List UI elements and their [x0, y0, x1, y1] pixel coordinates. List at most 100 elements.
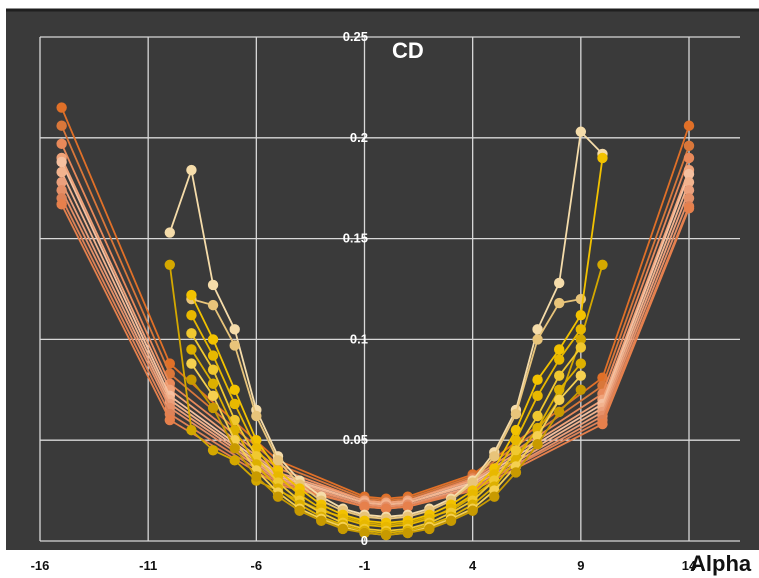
data-point [683, 203, 695, 214]
data-point [683, 168, 695, 180]
data-point [532, 324, 543, 335]
data-point [229, 398, 240, 410]
data-point [207, 402, 219, 414]
data-point [467, 477, 478, 488]
data-point [575, 324, 587, 335]
data-point [683, 152, 695, 164]
data-point [683, 140, 695, 152]
data-point [683, 193, 695, 204]
data-point [272, 491, 284, 502]
data-point [597, 259, 608, 271]
data-point [294, 505, 305, 516]
y-tick-labels: 0 0.05 0.1 0.15 0.2 0.25 [343, 29, 368, 548]
x-tick-labels: -16 -11 -6 -1 4 9 14 [31, 558, 697, 573]
data-point [186, 344, 197, 355]
y-tick-label: 0.2 [350, 130, 368, 145]
data-point [597, 152, 608, 164]
data-point [532, 334, 543, 345]
data-point [532, 439, 543, 450]
data-point [207, 445, 219, 456]
data-point [575, 334, 587, 345]
data-point [251, 471, 262, 482]
data-point [467, 505, 478, 516]
data-point [554, 277, 565, 289]
data-point [207, 350, 219, 361]
data-point [575, 310, 587, 321]
x-tick-label: -6 [251, 558, 263, 573]
data-point [56, 138, 67, 150]
data-point [207, 299, 219, 311]
x-tick-label: 9 [577, 558, 584, 573]
data-point [272, 455, 284, 466]
data-point [575, 370, 587, 381]
data-point [532, 374, 543, 385]
data-point [402, 501, 413, 512]
data-point [597, 418, 608, 430]
x-tick-label: 14 [682, 558, 697, 573]
data-point [251, 410, 262, 422]
data-point [359, 501, 370, 512]
data-point [207, 279, 219, 291]
data-point [186, 310, 197, 321]
data-point [164, 227, 175, 238]
series-layer [56, 102, 695, 541]
data-point [510, 408, 522, 420]
data-point [489, 491, 500, 502]
x-tick-label: -11 [139, 558, 157, 573]
data-point [56, 156, 67, 168]
data-point [164, 259, 175, 271]
data-point [186, 424, 197, 436]
grid-layer [39, 36, 740, 542]
data-point [532, 410, 543, 422]
y-tick-label: 0 [361, 533, 368, 548]
data-point [56, 199, 67, 210]
data-point [554, 344, 565, 355]
data-point [229, 443, 240, 454]
y-tick-label: 0.25 [343, 29, 368, 44]
data-point [56, 176, 67, 188]
data-point [554, 384, 565, 395]
data-point [575, 384, 587, 395]
data-point [489, 451, 500, 462]
series-19 [186, 374, 587, 541]
data-point [532, 390, 543, 402]
data-point [402, 527, 413, 539]
data-point [380, 529, 392, 541]
data-point [683, 176, 695, 188]
data-point [186, 358, 197, 369]
data-point [56, 102, 67, 113]
data-point [207, 390, 219, 402]
data-point [683, 185, 695, 196]
x-tick-label: 4 [469, 558, 477, 573]
data-point [554, 394, 565, 406]
data-point [186, 164, 197, 176]
data-point [424, 523, 435, 535]
data-point [575, 342, 587, 353]
data-point [229, 384, 240, 395]
data-point [186, 289, 197, 301]
data-point [316, 515, 327, 527]
data-point [510, 445, 522, 456]
data-point [207, 378, 219, 389]
data-point [510, 467, 522, 478]
y-tick-label: 0.05 [343, 432, 368, 447]
data-point [510, 435, 522, 446]
data-point [229, 424, 240, 436]
x-axis-title: Alpha [690, 551, 752, 576]
data-point [445, 515, 457, 527]
data-point [575, 293, 587, 305]
plot-area [6, 10, 759, 550]
data-point [554, 297, 565, 309]
data-point [575, 358, 587, 369]
data-point [359, 527, 370, 539]
data-point [554, 354, 565, 365]
data-point [229, 340, 240, 351]
data-point [186, 328, 197, 339]
x-tick-label: -1 [359, 558, 371, 573]
data-point [554, 406, 565, 418]
y-tick-label: 0.1 [350, 331, 368, 346]
y-axis-title: CD [392, 38, 424, 63]
data-point [510, 424, 522, 436]
